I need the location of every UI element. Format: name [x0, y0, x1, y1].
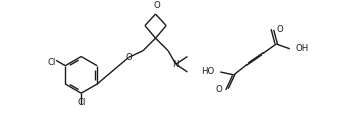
Text: Cl: Cl [48, 58, 56, 67]
Text: N: N [173, 60, 179, 69]
Text: O: O [153, 1, 160, 10]
Text: OH: OH [295, 44, 309, 53]
Text: O: O [215, 85, 222, 94]
Text: O: O [276, 25, 283, 34]
Text: Cl: Cl [77, 98, 86, 107]
Text: HO: HO [201, 67, 214, 76]
Text: O: O [125, 53, 132, 62]
